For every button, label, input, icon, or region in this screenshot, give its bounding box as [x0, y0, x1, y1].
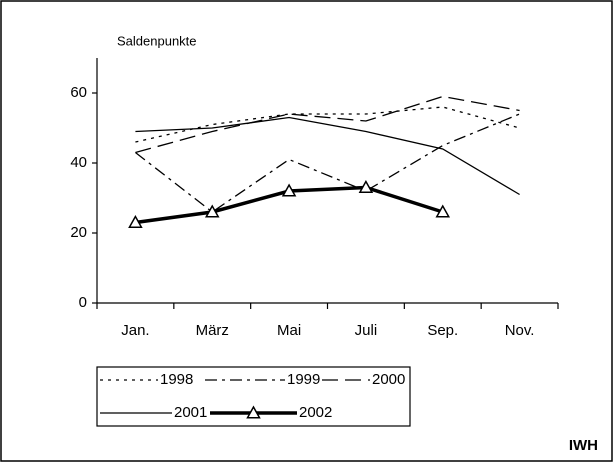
- x-tick-label: März: [196, 322, 229, 339]
- legend-label: 2002: [299, 404, 332, 421]
- x-tick-label: Jan.: [121, 322, 149, 339]
- series-line: [135, 95, 520, 154]
- x-tick-label: Juli: [355, 322, 378, 339]
- y-tick-label: 20: [70, 224, 87, 241]
- legend-label: 2000: [372, 371, 405, 388]
- y-tick-label: 0: [79, 294, 87, 311]
- source-label: IWH: [569, 437, 598, 454]
- point-marker: [128, 214, 143, 229]
- legend-label: 1999: [287, 371, 320, 388]
- point-marker: [435, 204, 451, 218]
- y-tick-label: 60: [70, 84, 87, 101]
- series-line: [135, 113, 520, 213]
- series-line: [135, 106, 520, 143]
- legend-marker: [246, 405, 261, 419]
- x-tick-label: Sep.: [427, 322, 458, 339]
- x-tick-label: Mai: [277, 322, 301, 339]
- y-axis-label: Saldenpunkte: [117, 33, 197, 48]
- legend-label: 2001: [174, 404, 207, 421]
- point-marker: [281, 183, 297, 197]
- y-tick-label: 40: [70, 154, 87, 171]
- point-marker: [358, 179, 374, 194]
- x-tick-label: Nov.: [505, 322, 535, 339]
- legend-label: 1998: [160, 371, 193, 388]
- series-line: [135, 116, 520, 196]
- point-marker: [204, 204, 220, 218]
- legend: [96, 366, 411, 427]
